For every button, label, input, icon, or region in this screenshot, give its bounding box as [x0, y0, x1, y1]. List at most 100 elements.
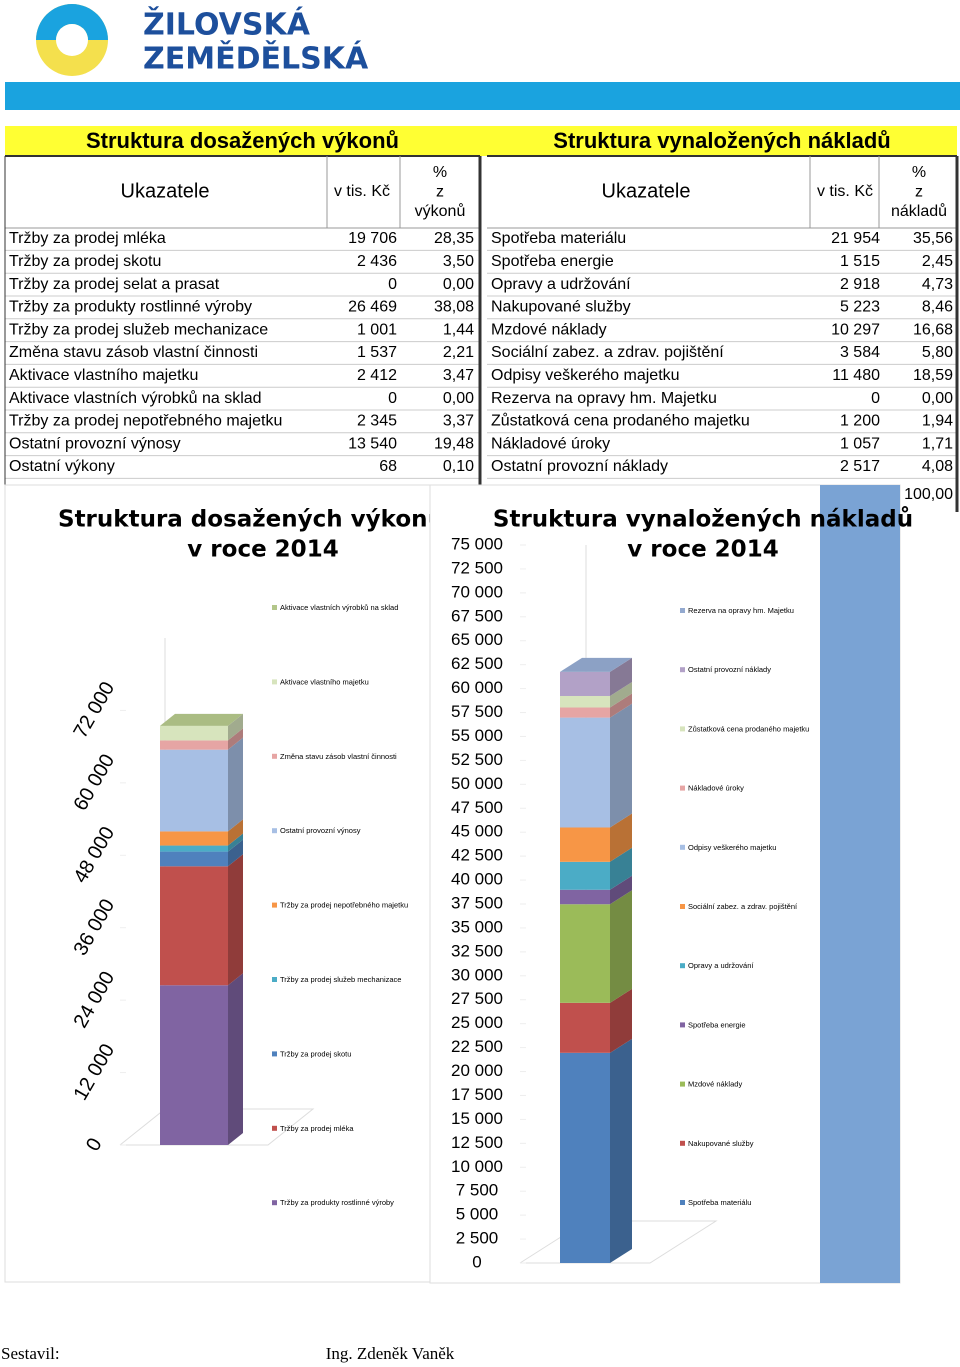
- legend-label: Tržby za prodej mléka: [280, 1124, 354, 1133]
- cell-value: 2 345: [357, 413, 397, 430]
- legend-swatch: [272, 605, 277, 610]
- bar-segment: [560, 681, 632, 708]
- footer-author: Ing. Zdeněk Vaněk: [326, 1344, 455, 1363]
- bar-front: [560, 671, 610, 696]
- bar-segment: [160, 973, 243, 1145]
- logo-arc: [36, 4, 108, 40]
- legend-swatch: [272, 828, 277, 834]
- cell-pct: 2,21: [443, 344, 474, 361]
- blue-band: [5, 82, 960, 110]
- bar-segment: [560, 657, 632, 696]
- cell-value: 5 223: [840, 299, 880, 316]
- legend-label: Ostatní provozní náklady: [688, 665, 771, 674]
- blue-panel: [820, 485, 900, 1283]
- column-header: výkonů: [415, 202, 466, 220]
- cell-value: 11 480: [832, 367, 880, 384]
- y-tick-label: 15 000: [451, 1109, 503, 1128]
- cell-value: 0: [388, 276, 397, 293]
- y-tick-label: 10 000: [451, 1157, 503, 1176]
- column-header: %: [433, 164, 447, 181]
- y-tick-label: 70 000: [451, 582, 503, 601]
- legend-swatch: [680, 726, 685, 732]
- cell-pct: 5,80: [922, 344, 953, 361]
- bar-segment: [560, 693, 632, 718]
- bar-side: [610, 988, 632, 1053]
- cell-value: 0: [388, 390, 397, 407]
- legend-label: Odpisy veškerého majetku: [688, 843, 776, 852]
- bar-side: [610, 847, 632, 890]
- cell-value: 1 057: [840, 435, 880, 452]
- bar-front: [560, 1052, 610, 1263]
- cell-pct: 0,00: [443, 276, 474, 293]
- legend-swatch: [680, 963, 685, 969]
- table-title: Struktura dosažených výkonů: [86, 128, 399, 153]
- cell-pct: 38,08: [434, 299, 474, 316]
- row-label: Ostatní provozní výnosy: [9, 435, 181, 452]
- cell-pct: 28,35: [434, 230, 474, 247]
- title-band: [5, 126, 957, 156]
- row-label: Zůstatková cena prodaného majetku: [491, 412, 750, 430]
- row-label: Tržby za prodej selat a prasat: [9, 276, 220, 293]
- legend-label: Opravy a udržování: [688, 961, 754, 970]
- legend-swatch: [680, 1200, 685, 1205]
- bar-side: [228, 713, 243, 741]
- cell-pct: 35,56: [913, 230, 953, 247]
- legend-swatch: [272, 1200, 277, 1206]
- cell-pct: 2,45: [922, 253, 953, 270]
- bar-side: [228, 854, 243, 986]
- row-label: Rezerva na opravy hm. Majetku: [491, 390, 717, 407]
- y-tick-label: 17 500: [451, 1085, 503, 1104]
- cell-value: 26 469: [348, 299, 397, 316]
- legend-label: Tržby za prodej skotu: [280, 1049, 351, 1058]
- row-label: Tržby za prodej služeb mechanizace: [9, 321, 268, 338]
- y-tick-label: 30 000: [451, 965, 503, 984]
- legend-label: Tržby za prodej služeb mechanizace: [280, 975, 401, 984]
- cell-pct: 0,00: [922, 390, 953, 407]
- bar-segment: [560, 988, 632, 1053]
- legend-label: Změna stavu zásob vlastní činnosti: [280, 752, 397, 761]
- y-tick-label: 40 000: [451, 870, 503, 889]
- cell-pct: 1,94: [922, 413, 953, 430]
- bar-front: [160, 831, 228, 846]
- row-label: Tržby za prodej nepotřebného majetku: [9, 413, 282, 430]
- y-tick-label: 25 000: [451, 1013, 503, 1032]
- y-tick-label: 32 500: [451, 941, 503, 960]
- bar-top: [560, 657, 632, 672]
- y-tick-label: 2 500: [456, 1229, 499, 1248]
- bar-segment: [560, 847, 632, 890]
- chart-title: Struktura dosažených výkonů: [58, 506, 444, 533]
- row-label: Odpisy veškerého majetku: [491, 367, 680, 384]
- logo-text: ŽILOVSKÁ: [143, 7, 311, 43]
- bar-segment: [560, 890, 632, 1003]
- cell-pct: 18,59: [913, 367, 953, 384]
- bar-segment: [160, 728, 243, 750]
- cell-value: 2 517: [840, 458, 880, 475]
- bar-front: [160, 740, 228, 750]
- cell-pct: 3,47: [443, 367, 474, 384]
- column-header: %: [912, 164, 926, 181]
- legend-swatch: [680, 667, 685, 673]
- column-header: z: [436, 184, 444, 201]
- legend-swatch: [680, 1022, 685, 1028]
- y-tick-label: 55 000: [451, 726, 503, 745]
- row-label: Ostatní provozní náklady: [491, 458, 668, 475]
- cell-pct: 16,68: [913, 321, 953, 338]
- y-tick-label: 65 000: [451, 630, 503, 649]
- bar-side: [610, 813, 632, 862]
- cell-value: 10 297: [831, 321, 880, 338]
- bar-side: [228, 839, 243, 867]
- bar-front: [560, 707, 610, 718]
- cell-value: 2 412: [357, 367, 397, 384]
- cell-pct: 3,50: [443, 253, 474, 270]
- bar-front: [560, 904, 610, 1003]
- y-tick-label: 20 000: [451, 1061, 503, 1080]
- cell-value: 1 515: [840, 253, 880, 270]
- y-tick-label: 0: [472, 1252, 481, 1271]
- cell-pct: 4,08: [922, 458, 953, 475]
- column-header: v tis. Kč: [334, 183, 390, 200]
- cell-pct: 3,37: [443, 413, 474, 430]
- bar-front: [160, 749, 228, 832]
- legend-swatch: [680, 785, 685, 791]
- bar-segment: [160, 854, 243, 986]
- legend-label: Spotřeba materiálu: [688, 1198, 751, 1207]
